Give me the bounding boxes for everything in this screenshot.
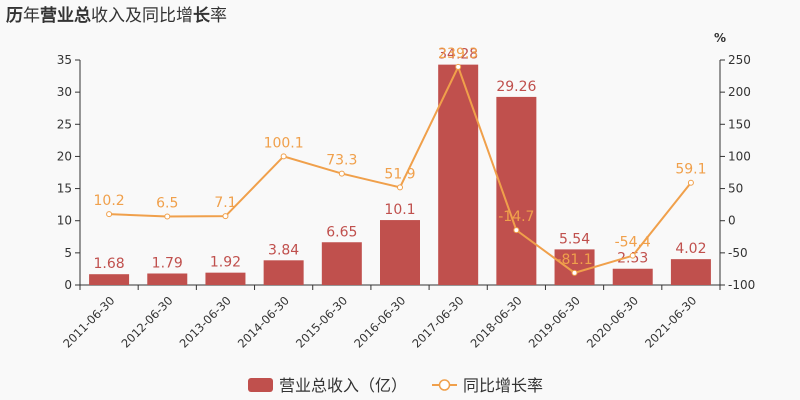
left-axis-tick-label: 30 [57,85,72,99]
left-axis-tick-label: 5 [64,246,72,260]
legend-bar-swatch [248,378,273,392]
line-data-label: 73.3 [326,153,357,169]
line-point [338,170,345,177]
bar [321,242,362,285]
legend: 营业总收入（亿） 同比增长率 [248,376,543,395]
chart-title-part: 长 [193,5,211,26]
line-point [629,252,636,259]
line-point [164,213,171,220]
bar-data-label: 34.28 [438,47,478,63]
right-axis-tick-label: 50 [728,182,743,196]
bar-data-label: 5.54 [559,231,590,247]
right-axis-tick-label: 200 [728,85,751,99]
bar [670,259,711,285]
right-axis-tick-label: -50 [728,246,748,260]
line-data-label: 59.1 [675,162,706,178]
x-axis-tick-label: 2020-06-30 [584,293,641,350]
line-point [280,153,287,160]
x-axis-tick-label: 2013-06-30 [177,293,234,350]
right-axis-unit: % [714,31,726,45]
x-axis-tick-label: 2017-06-30 [409,293,466,350]
left-axis-tick-label: 35 [57,53,72,67]
legend-line-marker [438,379,451,391]
line-data-label: 239.3 [438,46,478,62]
bar [612,268,653,285]
right-axis-tick-label: 0 [728,214,736,228]
line-data-label: 6.5 [156,196,178,212]
left-axis-tick-label: 15 [57,182,72,196]
line-data-label: -14.7 [498,209,534,225]
line-point [455,63,462,70]
line-point [222,213,229,220]
line-point [687,179,694,186]
x-axis-tick-label: 2016-06-30 [351,293,408,350]
right-axis-tick-label: 150 [728,117,751,131]
x-axis-tick-label: 2019-06-30 [526,293,583,350]
right-axis-tick-label: 250 [728,53,751,67]
right-axis-tick-label: -100 [728,278,755,292]
chart-title-part: 年 [23,6,40,26]
line-data-label: 51.9 [384,166,415,182]
bar-data-label: 4.02 [675,241,706,257]
line-data-label: 100.1 [264,135,304,151]
x-axis-tick-label: 2012-06-30 [118,293,175,350]
line-data-label: -54.4 [615,235,651,251]
x-axis-tick-label: 2014-06-30 [235,293,292,350]
bar-data-label: 6.65 [326,224,357,240]
line-data-label: 7.1 [214,195,236,211]
bar-data-label: 1.68 [94,256,125,272]
bar-data-label: 2.53 [617,251,648,267]
chart-title-part: 营业总 [40,5,91,26]
left-axis-tick-label: 0 [64,278,72,292]
bar [554,249,595,285]
bar-data-label: 3.84 [268,242,299,258]
plot-area: 0 5 10 15 20 25 30 35 -100 -50 0 50 100 150 200 250 2011… [57,46,756,351]
bar-data-label: 1.92 [210,255,241,271]
left-axis-tick-label: 20 [57,149,72,163]
chart-title-part: 收入及同比增 [91,6,193,26]
chart-title: 历年营业总收入及同比增长率 [6,5,227,26]
x-axis-tick-label: 2015-06-30 [293,293,350,350]
bar [205,272,246,285]
line-data-label: -81.1 [556,252,592,268]
left-axis-tick-label: 10 [57,214,72,228]
bar [263,260,304,285]
line-point [571,269,578,276]
bar [89,274,130,285]
bar [147,273,188,285]
legend-line-label: 同比增长率 [463,376,543,395]
bar-data-label: 10.1 [384,202,415,218]
x-axis-tick-label: 2021-06-30 [642,293,699,350]
line-point [397,184,403,191]
chart-title-part: 历 [6,6,23,26]
line-data-label: 10.2 [94,193,125,209]
line-point [106,211,113,218]
bar [380,220,420,285]
bar-data-label: 29.26 [496,79,536,95]
chart-title-part: 率 [210,6,227,26]
bar-data-label: 1.79 [152,255,183,271]
x-axis-tick-label: 2018-06-30 [468,293,525,350]
left-axis-tick-label: 25 [57,117,72,131]
line-point [513,227,520,234]
right-axis-tick-label: 100 [728,149,751,163]
legend-bar-label: 营业总收入（亿） [279,376,407,395]
x-axis-tick-label: 2011-06-30 [60,293,117,350]
